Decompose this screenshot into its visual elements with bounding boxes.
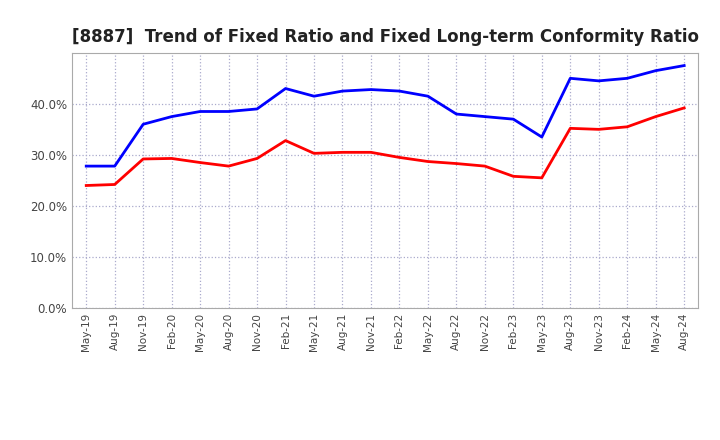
Fixed Long-term Conformity Ratio: [680, 105, 688, 110]
Fixed Ratio: [366, 87, 375, 92]
Fixed Long-term Conformity Ratio: [652, 114, 660, 119]
Fixed Ratio: [680, 63, 688, 68]
Fixed Ratio: [623, 76, 631, 81]
Fixed Long-term Conformity Ratio: [310, 151, 318, 156]
Fixed Ratio: [480, 114, 489, 119]
Fixed Ratio: [537, 134, 546, 139]
Title: [8887]  Trend of Fixed Ratio and Fixed Long-term Conformity Ratio: [8887] Trend of Fixed Ratio and Fixed Lo…: [72, 28, 698, 46]
Fixed Long-term Conformity Ratio: [509, 174, 518, 179]
Fixed Long-term Conformity Ratio: [537, 175, 546, 180]
Line: Fixed Ratio: Fixed Ratio: [86, 66, 684, 166]
Fixed Ratio: [225, 109, 233, 114]
Fixed Long-term Conformity Ratio: [167, 156, 176, 161]
Fixed Ratio: [82, 164, 91, 169]
Fixed Ratio: [139, 121, 148, 127]
Fixed Long-term Conformity Ratio: [566, 126, 575, 131]
Fixed Long-term Conformity Ratio: [595, 127, 603, 132]
Fixed Ratio: [652, 68, 660, 73]
Line: Fixed Long-term Conformity Ratio: Fixed Long-term Conformity Ratio: [86, 108, 684, 186]
Fixed Long-term Conformity Ratio: [253, 156, 261, 161]
Fixed Long-term Conformity Ratio: [282, 138, 290, 143]
Fixed Long-term Conformity Ratio: [225, 164, 233, 169]
Fixed Ratio: [196, 109, 204, 114]
Fixed Ratio: [110, 164, 119, 169]
Fixed Ratio: [310, 94, 318, 99]
Fixed Ratio: [595, 78, 603, 84]
Fixed Ratio: [395, 88, 404, 94]
Fixed Ratio: [509, 117, 518, 122]
Fixed Long-term Conformity Ratio: [110, 182, 119, 187]
Fixed Long-term Conformity Ratio: [623, 124, 631, 129]
Fixed Ratio: [338, 88, 347, 94]
Fixed Long-term Conformity Ratio: [338, 150, 347, 155]
Fixed Long-term Conformity Ratio: [366, 150, 375, 155]
Fixed Long-term Conformity Ratio: [196, 160, 204, 165]
Fixed Ratio: [167, 114, 176, 119]
Fixed Ratio: [282, 86, 290, 91]
Fixed Ratio: [566, 76, 575, 81]
Fixed Ratio: [452, 111, 461, 117]
Fixed Long-term Conformity Ratio: [139, 156, 148, 161]
Fixed Ratio: [423, 94, 432, 99]
Fixed Long-term Conformity Ratio: [423, 159, 432, 164]
Fixed Long-term Conformity Ratio: [480, 164, 489, 169]
Fixed Long-term Conformity Ratio: [82, 183, 91, 188]
Fixed Ratio: [253, 106, 261, 112]
Fixed Long-term Conformity Ratio: [395, 155, 404, 160]
Fixed Long-term Conformity Ratio: [452, 161, 461, 166]
